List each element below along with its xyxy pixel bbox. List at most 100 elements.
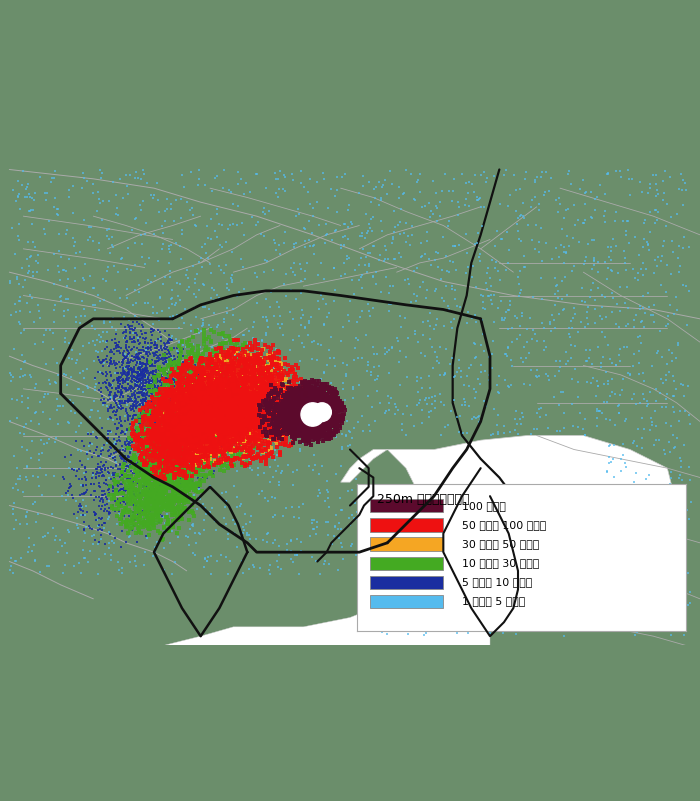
Point xyxy=(165,332,176,344)
Point xyxy=(176,336,188,348)
Point xyxy=(281,409,292,421)
Point xyxy=(364,247,375,260)
Point xyxy=(236,433,247,446)
Point xyxy=(174,432,186,445)
Point xyxy=(671,607,682,620)
Point xyxy=(237,353,248,366)
Point xyxy=(206,423,217,436)
Point xyxy=(216,377,227,390)
Point xyxy=(274,409,286,422)
Point xyxy=(554,425,565,437)
Point xyxy=(260,416,271,429)
Point xyxy=(215,423,226,436)
Point xyxy=(174,436,185,449)
Point xyxy=(215,376,226,388)
Point xyxy=(210,411,221,424)
Point xyxy=(118,494,129,507)
Point xyxy=(309,397,321,410)
Point xyxy=(177,412,188,425)
Point xyxy=(138,485,149,497)
Point xyxy=(174,456,186,469)
Point xyxy=(28,193,39,206)
Point xyxy=(109,336,120,349)
Point xyxy=(298,413,309,426)
Point xyxy=(260,457,272,470)
Point xyxy=(269,392,280,405)
Point xyxy=(101,264,112,277)
Point xyxy=(104,246,116,259)
Point xyxy=(225,393,237,406)
Point xyxy=(163,497,174,509)
Point xyxy=(202,555,213,568)
Point xyxy=(178,400,190,413)
Point xyxy=(6,392,18,405)
Point xyxy=(118,372,129,385)
Point xyxy=(182,398,193,411)
Point xyxy=(300,273,311,286)
Point xyxy=(224,424,235,437)
Point xyxy=(218,416,230,429)
Point xyxy=(544,184,555,197)
Point xyxy=(312,423,323,436)
Point xyxy=(216,362,227,375)
Point xyxy=(149,484,160,497)
Point xyxy=(159,419,170,432)
Point xyxy=(134,469,146,481)
Point xyxy=(184,414,195,427)
Point xyxy=(172,392,183,405)
Point xyxy=(159,469,170,482)
Point xyxy=(149,422,160,435)
Point xyxy=(245,380,256,392)
Point xyxy=(269,379,280,392)
Point xyxy=(286,416,297,429)
Point xyxy=(264,382,275,395)
Point xyxy=(165,423,176,436)
Point xyxy=(678,378,689,391)
Point xyxy=(193,404,204,417)
Point xyxy=(196,433,207,446)
Point xyxy=(216,404,228,417)
Point xyxy=(323,516,334,529)
Point xyxy=(244,390,256,403)
Point xyxy=(220,381,232,394)
Point xyxy=(561,229,573,242)
Point xyxy=(232,199,243,212)
Point xyxy=(99,294,110,307)
Point xyxy=(182,463,193,476)
Point xyxy=(298,384,309,396)
Point xyxy=(315,400,326,413)
Point xyxy=(223,365,235,378)
Point xyxy=(234,375,245,388)
Point xyxy=(337,504,348,517)
Point xyxy=(120,521,131,533)
Point xyxy=(231,412,242,425)
Point xyxy=(195,381,206,394)
Point xyxy=(608,453,619,465)
Point xyxy=(245,388,256,401)
Point xyxy=(204,410,215,423)
Point xyxy=(193,392,204,405)
Point xyxy=(146,353,158,366)
Point xyxy=(142,274,153,287)
Point xyxy=(223,417,235,430)
Point xyxy=(293,392,304,405)
Point xyxy=(132,489,144,502)
Point xyxy=(193,382,204,395)
Point xyxy=(201,414,212,427)
Point xyxy=(103,428,114,441)
Point xyxy=(608,292,619,304)
Point xyxy=(196,433,207,446)
Point xyxy=(270,187,281,200)
Point xyxy=(205,420,216,433)
Point xyxy=(206,368,218,381)
Point xyxy=(283,392,294,405)
Point xyxy=(158,453,169,465)
Point xyxy=(150,390,162,403)
Point xyxy=(200,369,211,382)
Point xyxy=(204,395,216,408)
Point xyxy=(168,446,179,459)
Point xyxy=(156,426,167,439)
Point xyxy=(159,392,170,405)
Point xyxy=(206,393,218,406)
Point xyxy=(284,394,295,407)
